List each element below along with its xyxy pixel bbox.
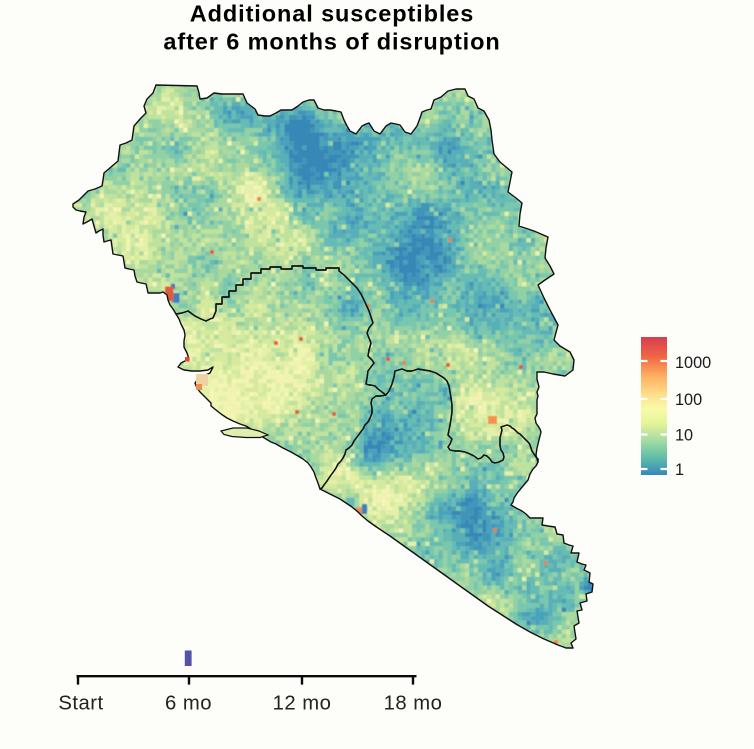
svg-text:Additional susceptibles: Additional susceptibles (190, 1, 474, 27)
svg-text:18 mo: 18 mo (384, 693, 443, 715)
svg-text:12 mo: 12 mo (273, 693, 332, 715)
svg-text:6 mo: 6 mo (165, 693, 212, 715)
svg-text:10: 10 (675, 427, 693, 445)
svg-text:after 6 months of disruption: after 6 months of disruption (163, 29, 500, 55)
svg-text:Start: Start (58, 693, 103, 715)
svg-text:100: 100 (675, 391, 702, 409)
svg-text:1: 1 (675, 461, 684, 479)
svg-text:1000: 1000 (675, 354, 711, 372)
